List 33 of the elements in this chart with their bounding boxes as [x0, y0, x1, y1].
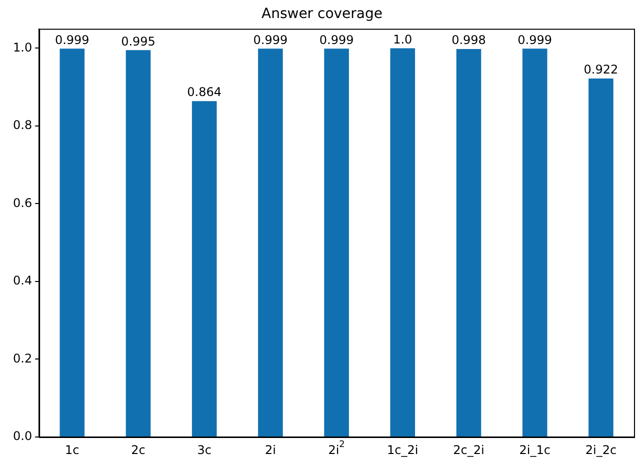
- y-tick-label: 0.0: [12, 429, 32, 444]
- bar: [324, 48, 349, 436]
- data-label: 0.999: [54, 32, 90, 47]
- bar: [522, 48, 548, 436]
- data-label: 0.999: [253, 32, 288, 47]
- data-label: 1.0: [393, 32, 412, 46]
- bar: [456, 49, 482, 436]
- data-label: 0.998: [452, 33, 486, 48]
- bar: [258, 48, 283, 436]
- data-label: 0.864: [187, 85, 222, 100]
- x-tick-label: 3c: [197, 443, 212, 458]
- x-tick-label: 2i_1c: [519, 443, 550, 458]
- x-tick-label: 1c: [65, 443, 80, 458]
- y-tick-label: 0.2: [12, 351, 32, 366]
- bar: [60, 48, 85, 436]
- data-label: 0.995: [121, 34, 156, 48]
- x-tick-label: 2c: [131, 443, 146, 458]
- bar: [390, 48, 416, 436]
- y-tick-label: 0.8: [12, 118, 32, 132]
- data-label: 0.999: [319, 32, 354, 47]
- bar: [126, 50, 151, 436]
- bar: [588, 78, 614, 436]
- data-label: 0.922: [584, 62, 618, 77]
- x-tick-label: 2i_2c: [585, 443, 617, 458]
- x-tick-label: 2c_2i: [453, 443, 484, 458]
- y-tick-label: 0.4: [12, 274, 32, 288]
- y-tick-label: 0.6: [12, 196, 32, 210]
- chart-title: Answer coverage: [261, 6, 383, 22]
- y-tick-label: 1.0: [12, 40, 32, 54]
- data-label: 0.999: [518, 32, 552, 47]
- x-tick-label: 1c_2i: [387, 443, 418, 458]
- x-tick-label: 2i: [264, 443, 276, 458]
- bar: [192, 101, 217, 436]
